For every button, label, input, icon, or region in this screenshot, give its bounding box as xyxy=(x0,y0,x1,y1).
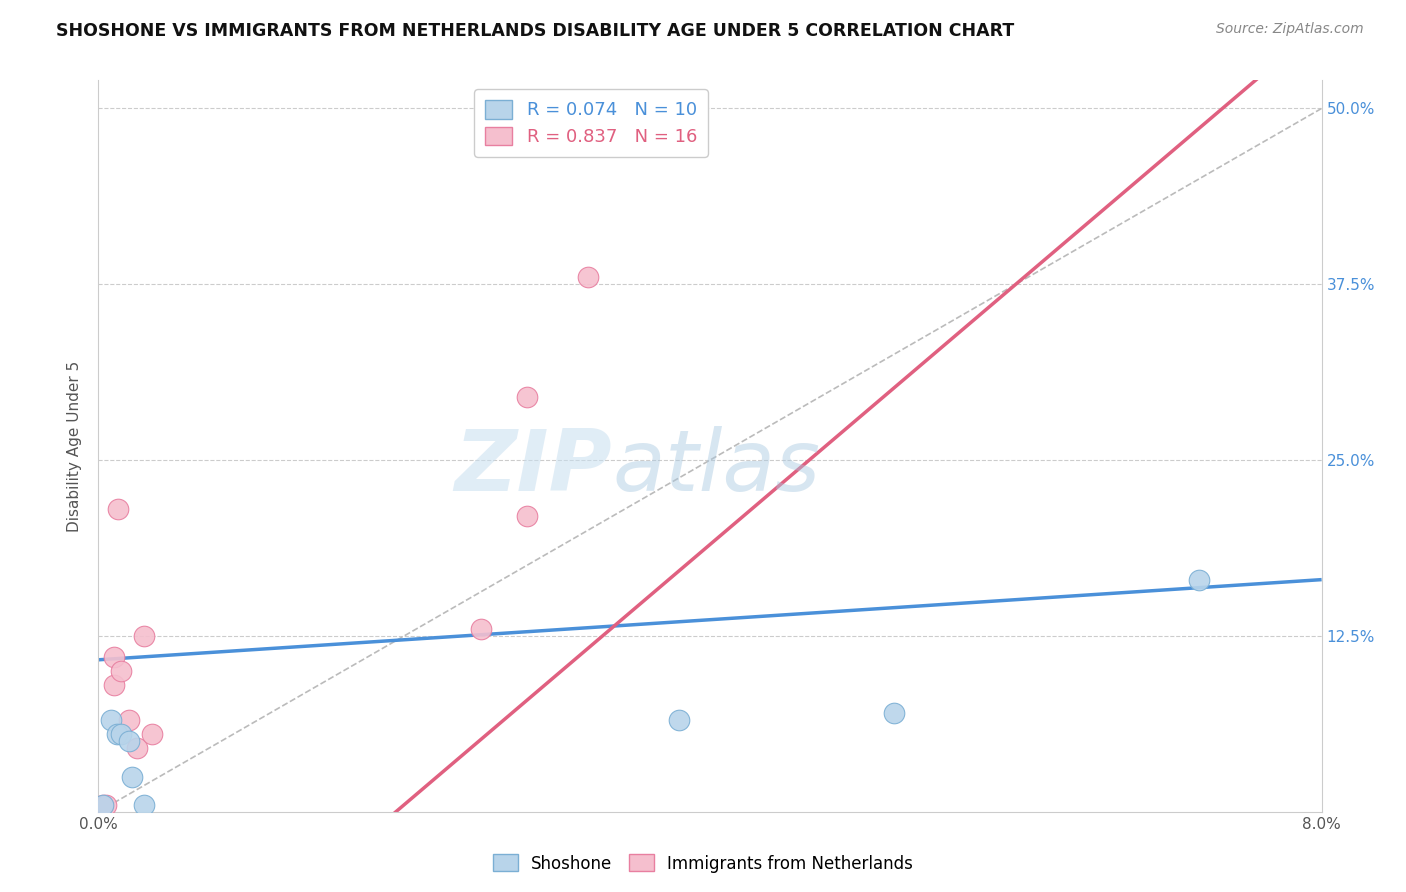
Point xyxy=(516,509,538,524)
Legend: R = 0.074   N = 10, R = 0.837   N = 16: R = 0.074 N = 10, R = 0.837 N = 16 xyxy=(474,89,709,157)
Point xyxy=(883,706,905,721)
Point xyxy=(105,727,128,741)
Point xyxy=(91,797,114,812)
Point xyxy=(141,727,163,741)
Point xyxy=(134,629,156,643)
Point xyxy=(668,714,690,728)
Point xyxy=(470,622,492,636)
Point xyxy=(100,714,122,728)
Point xyxy=(134,797,156,812)
Legend: Shoshone, Immigrants from Netherlands: Shoshone, Immigrants from Netherlands xyxy=(486,847,920,880)
Text: SHOSHONE VS IMMIGRANTS FROM NETHERLANDS DISABILITY AGE UNDER 5 CORRELATION CHART: SHOSHONE VS IMMIGRANTS FROM NETHERLANDS … xyxy=(56,22,1015,40)
Point xyxy=(110,664,132,678)
Point xyxy=(94,797,117,812)
Point xyxy=(516,390,538,404)
Text: Source: ZipAtlas.com: Source: ZipAtlas.com xyxy=(1216,22,1364,37)
Point xyxy=(118,734,141,748)
Point xyxy=(1188,573,1211,587)
Point xyxy=(576,270,599,285)
Text: ZIP: ZIP xyxy=(454,426,612,509)
Point xyxy=(125,741,148,756)
Point xyxy=(121,770,143,784)
Point xyxy=(107,502,129,516)
Point xyxy=(89,802,111,816)
Point xyxy=(118,714,141,728)
Point xyxy=(91,797,114,812)
Point xyxy=(110,727,132,741)
Text: atlas: atlas xyxy=(612,426,820,509)
Y-axis label: Disability Age Under 5: Disability Age Under 5 xyxy=(67,360,83,532)
Point xyxy=(103,678,125,692)
Point xyxy=(90,800,112,814)
Point xyxy=(103,650,125,665)
